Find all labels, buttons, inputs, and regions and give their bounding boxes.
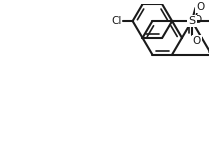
- Text: S: S: [188, 16, 195, 26]
- Text: O: O: [194, 15, 202, 25]
- Text: O: O: [196, 2, 205, 12]
- Text: Cl: Cl: [111, 16, 122, 26]
- Text: O: O: [193, 36, 201, 46]
